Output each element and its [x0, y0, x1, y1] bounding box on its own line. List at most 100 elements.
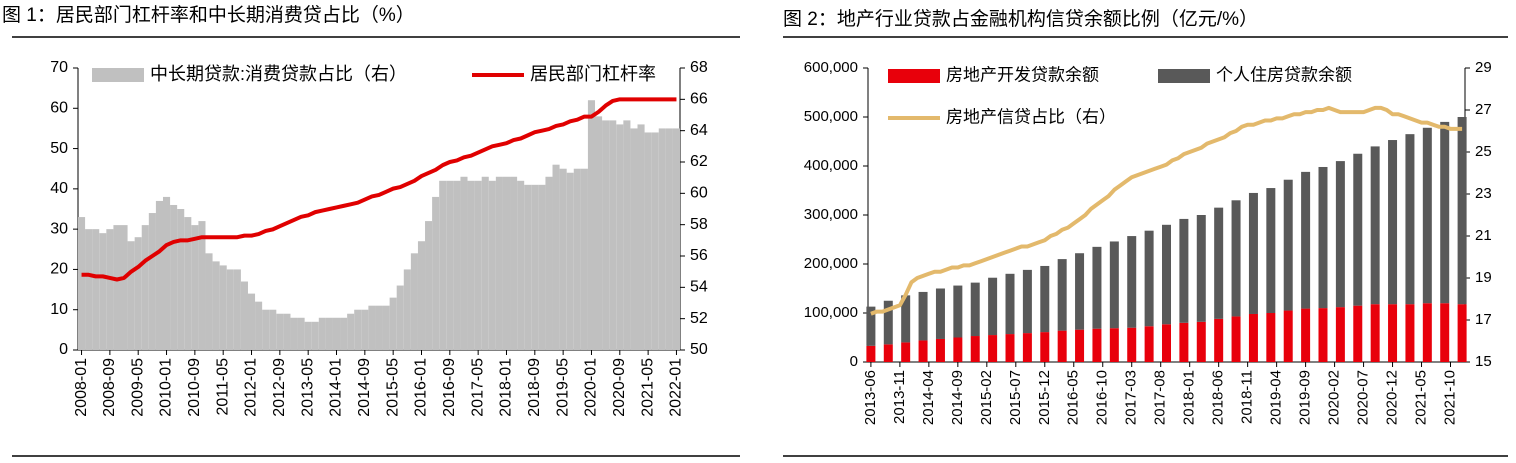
- x-tick-label: 2019-05: [554, 358, 571, 417]
- x-tick-label: 2014-09: [949, 370, 966, 425]
- x-tick-label: 2015-12: [1036, 370, 1053, 425]
- line: [870, 105, 1463, 316]
- x-tick-label: 2018-11: [1239, 370, 1256, 424]
- x-tick-label: 2017-05: [469, 358, 486, 417]
- bar: [233, 269, 241, 350]
- bar: [517, 180, 525, 350]
- bar: [1318, 166, 1328, 309]
- y-tick-label: 100,000: [804, 304, 858, 321]
- bar: [1005, 273, 1015, 335]
- x-tick-label: 2011-05: [214, 358, 231, 416]
- bar: [354, 309, 362, 350]
- bar: [672, 128, 680, 350]
- bar: [297, 317, 305, 350]
- bar: [361, 309, 369, 350]
- x-tick-label: 2015-02: [978, 370, 995, 425]
- x-tick-label: 2013-11: [891, 370, 908, 424]
- bar: [901, 342, 911, 362]
- bar: [538, 184, 546, 350]
- x-tick-label: 2020-07: [1355, 370, 1372, 425]
- x-tick-label: 2016-05: [1065, 370, 1082, 425]
- bar: [162, 196, 171, 350]
- bar: [425, 221, 433, 350]
- bar: [1440, 121, 1450, 304]
- bar: [953, 285, 963, 338]
- x-tick-label: 2013-05: [299, 358, 316, 417]
- bar: [1370, 146, 1380, 305]
- bar: [883, 300, 893, 345]
- bar: [1335, 307, 1345, 362]
- y-tick-label: 70: [50, 59, 68, 76]
- x-tick-label: 2013-06: [862, 370, 879, 425]
- y-tick-label: 200,000: [804, 255, 858, 272]
- y2-tick-label: 68: [690, 59, 708, 76]
- y2-tick-label: 58: [690, 216, 708, 233]
- bar: [623, 120, 631, 350]
- bar: [566, 172, 574, 350]
- x-tick-label: 2012-09: [271, 358, 288, 417]
- bar: [396, 285, 404, 350]
- bar: [311, 321, 319, 350]
- bar: [205, 253, 213, 350]
- bar: [637, 124, 645, 351]
- bar: [1370, 304, 1380, 362]
- bar: [283, 313, 291, 350]
- y2-tick-label: 21: [1475, 227, 1492, 244]
- bar: [658, 128, 666, 350]
- bar: [935, 338, 945, 362]
- bar: [1022, 333, 1032, 362]
- x-tick-label: 2014-04: [920, 370, 937, 425]
- bar: [1214, 318, 1224, 362]
- bar: [1405, 134, 1415, 305]
- bar: [113, 225, 121, 350]
- legend-swatch: [1158, 69, 1210, 83]
- bar: [1301, 308, 1311, 362]
- bar: [1388, 304, 1398, 362]
- y2-tick-label: 23: [1475, 185, 1492, 202]
- bar: [1144, 230, 1154, 327]
- bar: [78, 217, 86, 350]
- bar: [368, 305, 376, 350]
- bar: [262, 309, 270, 350]
- bar: [92, 229, 100, 350]
- bar: [524, 184, 532, 350]
- bar: [573, 168, 581, 350]
- bar: [382, 305, 390, 350]
- bar: [276, 313, 284, 350]
- bar: [375, 305, 383, 350]
- bar: [332, 317, 341, 350]
- bar: [901, 295, 911, 343]
- x-tick-label: 2008-01: [73, 358, 90, 417]
- bar: [510, 176, 518, 350]
- y-tick-label: 40: [50, 180, 68, 197]
- bar: [1075, 253, 1085, 330]
- bar: [467, 180, 475, 350]
- bar: [866, 306, 876, 346]
- bar: [1231, 200, 1241, 317]
- bar: [177, 209, 185, 350]
- x-tick-label: 2014-01: [328, 358, 345, 417]
- bar: [198, 221, 206, 350]
- bar: [347, 313, 355, 350]
- x-tick-label: 2020-02: [1326, 370, 1343, 425]
- legend-label: 房地产开发贷款余额: [946, 65, 1099, 84]
- y2-tick-label: 60: [690, 185, 708, 202]
- y-tick-label: 0: [850, 353, 858, 370]
- line: [81, 97, 677, 282]
- bar: [1127, 236, 1137, 328]
- bar: [988, 335, 998, 362]
- y2-tick-label: 64: [690, 122, 708, 139]
- bar: [1266, 313, 1276, 362]
- y-tick-label: 60: [50, 100, 68, 117]
- bar: [1214, 207, 1224, 319]
- x-tick-label: 2019-04: [1268, 370, 1285, 425]
- bar: [1196, 321, 1206, 362]
- bar: [1301, 171, 1311, 309]
- bar: [970, 282, 980, 337]
- y-tick-label: 50: [50, 140, 68, 157]
- bar: [1283, 310, 1293, 362]
- x-tick-label: 2018-01: [498, 358, 515, 417]
- legend-label: 居民部门杠杆率: [530, 64, 656, 84]
- bar: [1422, 127, 1432, 304]
- x-tick-label: 2021-05: [1412, 370, 1429, 425]
